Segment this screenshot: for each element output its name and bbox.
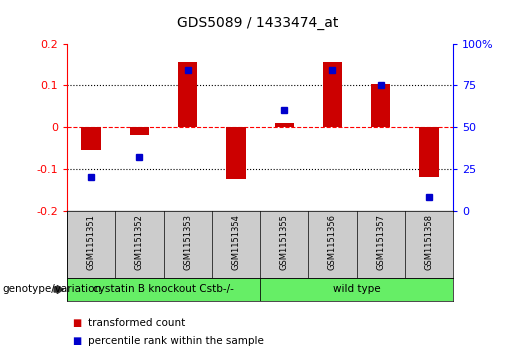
Bar <box>371 85 390 127</box>
Text: GDS5089 / 1433474_at: GDS5089 / 1433474_at <box>177 16 338 30</box>
Bar <box>67 278 260 301</box>
Text: GSM1151357: GSM1151357 <box>376 214 385 270</box>
Bar <box>274 123 294 127</box>
Text: GSM1151358: GSM1151358 <box>424 214 434 270</box>
Text: genotype/variation: genotype/variation <box>3 285 101 294</box>
Text: GSM1151354: GSM1151354 <box>231 214 241 270</box>
Bar <box>419 127 439 177</box>
Bar <box>323 62 342 127</box>
Text: GSM1151353: GSM1151353 <box>183 214 192 270</box>
Bar <box>81 127 101 150</box>
Text: cystatin B knockout Cstb-/-: cystatin B knockout Cstb-/- <box>93 285 234 294</box>
Text: ■: ■ <box>72 336 81 346</box>
Text: percentile rank within the sample: percentile rank within the sample <box>88 336 264 346</box>
Text: wild type: wild type <box>333 285 381 294</box>
Bar <box>260 278 453 301</box>
Text: ■: ■ <box>72 318 81 328</box>
Text: GSM1151356: GSM1151356 <box>328 214 337 270</box>
Bar <box>130 127 149 135</box>
Text: GSM1151352: GSM1151352 <box>135 214 144 270</box>
Bar <box>226 127 246 179</box>
Text: GSM1151355: GSM1151355 <box>280 214 289 270</box>
Text: transformed count: transformed count <box>88 318 185 328</box>
Bar <box>178 62 197 127</box>
Text: GSM1151351: GSM1151351 <box>87 214 96 270</box>
